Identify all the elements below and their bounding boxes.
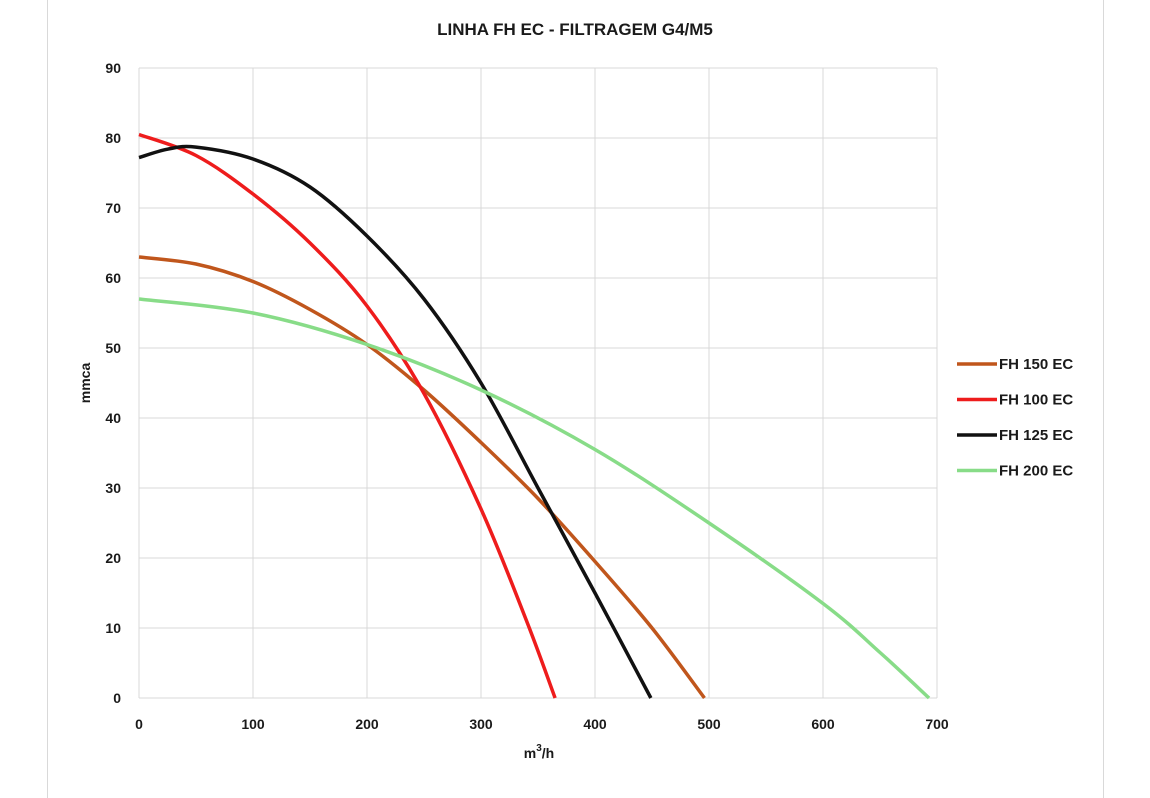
legend: FH 150 EC FH 100 EC FH 125 EC FH 200 EC [957, 356, 1073, 480]
x-tick-label: 600 [811, 716, 835, 732]
series-line-4 [138, 297, 931, 700]
y-axis-label: mmca [77, 363, 93, 404]
legend-label-2: FH 100 EC [999, 392, 1073, 409]
x-tick-label: 100 [241, 716, 265, 732]
x-tick-label: 700 [925, 716, 949, 732]
y-tick-label: 50 [105, 340, 121, 356]
x-axis-label-base: m [524, 745, 536, 761]
series-lines [138, 132, 931, 700]
y-tick-label: 10 [105, 620, 121, 636]
legend-label-4: FH 200 EC [999, 463, 1073, 480]
y-tick-label: 60 [105, 270, 121, 286]
chart-title: LINHA FH EC - FILTRAGEM G4/M5 [437, 20, 713, 39]
x-tick-label: 300 [469, 716, 493, 732]
x-tick-label: 400 [583, 716, 607, 732]
y-tick-label: 30 [105, 480, 121, 496]
y-tick-label: 40 [105, 410, 121, 426]
y-tick-label: 90 [105, 60, 121, 76]
x-axis-label-tail: /h [542, 745, 554, 761]
x-tick-label: 200 [355, 716, 379, 732]
x-axis-label-sup: 3 [536, 743, 542, 754]
series-line-1 [138, 255, 706, 700]
y-tick-label: 20 [105, 550, 121, 566]
y-tick-label: 70 [105, 200, 121, 216]
series-line-3 [138, 144, 653, 699]
y-tick-label: 80 [105, 130, 121, 146]
x-tick-labels: 0 100 200 300 400 500 600 700 [135, 716, 949, 732]
chart-frame [47, 0, 1104, 798]
y-tick-labels: 0 10 20 30 40 50 60 70 80 90 [105, 60, 121, 706]
grid-lines [138, 67, 938, 699]
x-tick-label: 500 [697, 716, 721, 732]
y-tick-label: 0 [113, 690, 121, 706]
x-tick-label: 0 [135, 716, 143, 732]
series-line-2 [138, 132, 557, 699]
x-axis-label: m3/h [524, 743, 554, 761]
legend-label-1: FH 150 EC [999, 356, 1073, 373]
legend-label-3: FH 125 EC [999, 427, 1073, 444]
